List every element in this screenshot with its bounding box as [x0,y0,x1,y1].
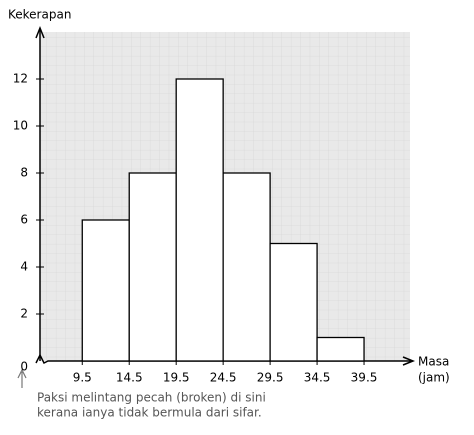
bar [175,78,224,362]
bar [128,172,177,362]
y-tick-label: 12 [13,72,28,86]
x-tick-label: 29.5 [257,371,284,385]
x-tick-label: 34.5 [304,371,331,385]
x-tick-label: 24.5 [210,371,237,385]
x-tick-label: 39.5 [351,371,378,385]
y-axis-label: Kekerapan [8,8,71,22]
y-tick-label: 0 [20,360,28,374]
x-tick-label: 14.5 [116,371,143,385]
x-axis-arrow [402,356,416,366]
y-tick-label: 8 [20,166,28,180]
x-tick-label: 9.5 [73,371,92,385]
annotation: Paksi melintang pecah (broken) di sini [37,391,266,405]
y-tick-label: 4 [20,260,28,274]
x-tick-label: 19.5 [163,371,190,385]
bar [316,336,365,362]
y-tick-label: 6 [20,213,28,227]
x-axis-label: Masa [418,355,449,369]
y-tick-label: 10 [13,119,28,133]
bar [81,219,130,362]
bar [269,242,318,362]
y-tick-label: 2 [20,307,28,321]
annotation-arrow [17,368,27,388]
bar [222,172,271,362]
y-axis-arrow [35,25,45,39]
annotation: kerana ianya tidak bermula dari sifar. [37,406,262,420]
x-axis-label: (jam) [418,371,450,385]
